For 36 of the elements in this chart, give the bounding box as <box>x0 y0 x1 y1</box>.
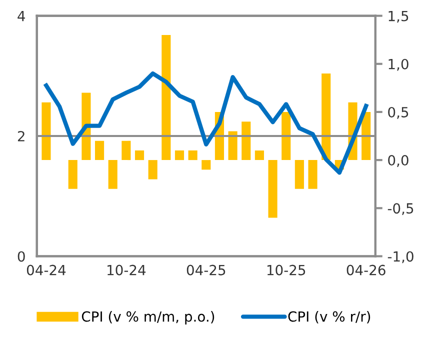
y2-tick-label: 0,0 <box>388 155 408 167</box>
legend-label: CPI (v % r/r) <box>288 311 370 324</box>
x-tick-label: 10-24 <box>108 264 146 276</box>
bar <box>122 140 131 160</box>
y2-tick-label: 1,5 <box>388 10 408 23</box>
bar <box>42 102 51 160</box>
bar <box>95 140 104 160</box>
x-tick-label: 10-25 <box>267 264 306 276</box>
bar <box>188 150 198 160</box>
legend-label: CPI (v % m/m, p.o.) <box>82 311 214 324</box>
y2-tick-label: -0,5 <box>388 203 414 216</box>
y2-tick-label: 0,5 <box>388 106 408 119</box>
y-tick-label: 4 <box>18 10 25 22</box>
bar <box>228 131 238 160</box>
bar <box>282 112 291 160</box>
line-series <box>44 71 368 175</box>
bar <box>162 35 171 160</box>
bar <box>322 74 331 160</box>
y-tick-label: 2 <box>18 130 24 142</box>
bar <box>148 160 158 180</box>
bar <box>254 150 264 160</box>
bar <box>268 160 278 218</box>
y-tick-label: 0 <box>18 251 25 262</box>
bar <box>134 150 144 160</box>
bar <box>308 160 318 189</box>
x-tick-label: 04-24 <box>26 264 66 276</box>
y2-tick-label: 1,0 <box>388 58 408 71</box>
bar <box>68 160 78 189</box>
bar <box>242 122 251 160</box>
bar <box>202 160 211 170</box>
bar <box>294 160 304 189</box>
bar <box>174 150 184 160</box>
bar <box>108 160 118 189</box>
y2-tick-label: -1,0 <box>388 251 414 264</box>
x-tick-label: 04-25 <box>186 264 226 276</box>
x-tick-label: 04-26 <box>346 264 386 276</box>
